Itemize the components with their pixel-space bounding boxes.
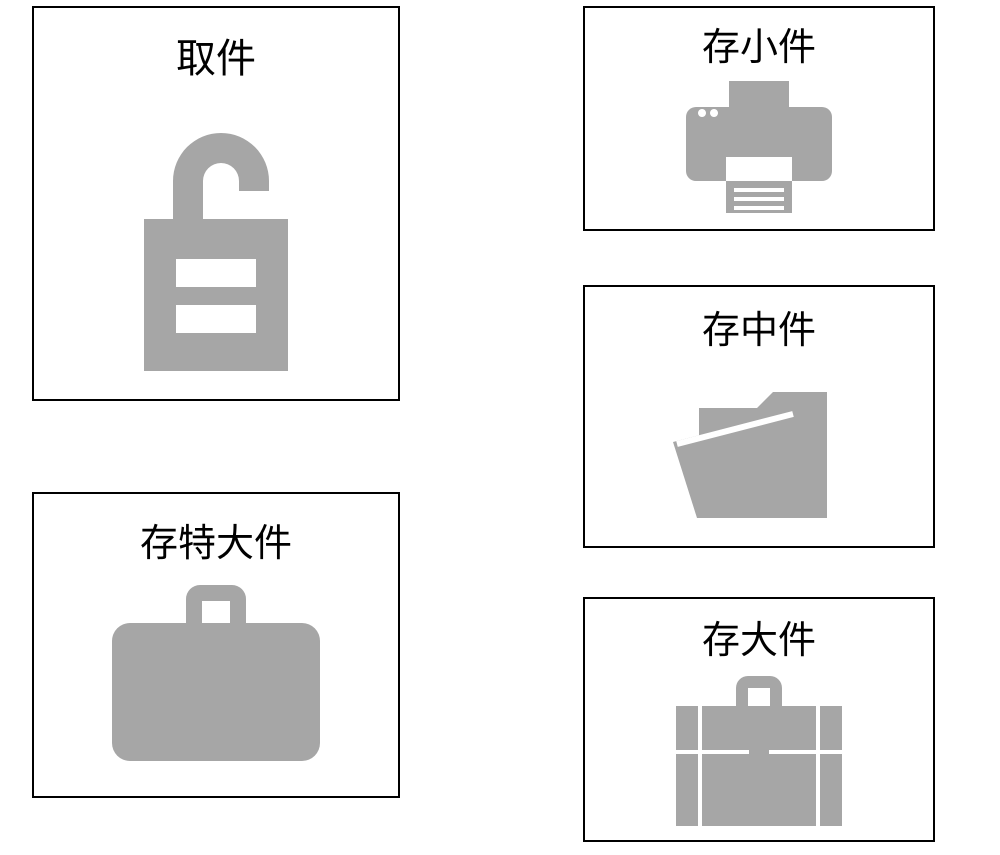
briefcase-icon xyxy=(664,670,854,835)
folder-icon xyxy=(669,368,849,538)
suitcase-icon xyxy=(106,579,326,769)
tile-large[interactable]: 存大件 xyxy=(583,597,935,842)
unlock-icon xyxy=(116,109,316,379)
tile-large-label: 存大件 xyxy=(702,609,816,664)
tile-extra-large[interactable]: 存特大件 xyxy=(32,492,400,798)
tile-small-label: 存小件 xyxy=(702,16,816,71)
tile-extra-large-label: 存特大件 xyxy=(140,512,292,567)
tile-pickup[interactable]: 取件 xyxy=(32,6,400,401)
tile-small[interactable]: 存小件 xyxy=(583,6,935,231)
tile-medium-label: 存中件 xyxy=(702,299,816,354)
tile-medium[interactable]: 存中件 xyxy=(583,285,935,548)
tile-pickup-label: 取件 xyxy=(176,26,256,84)
printer-icon xyxy=(684,71,834,221)
